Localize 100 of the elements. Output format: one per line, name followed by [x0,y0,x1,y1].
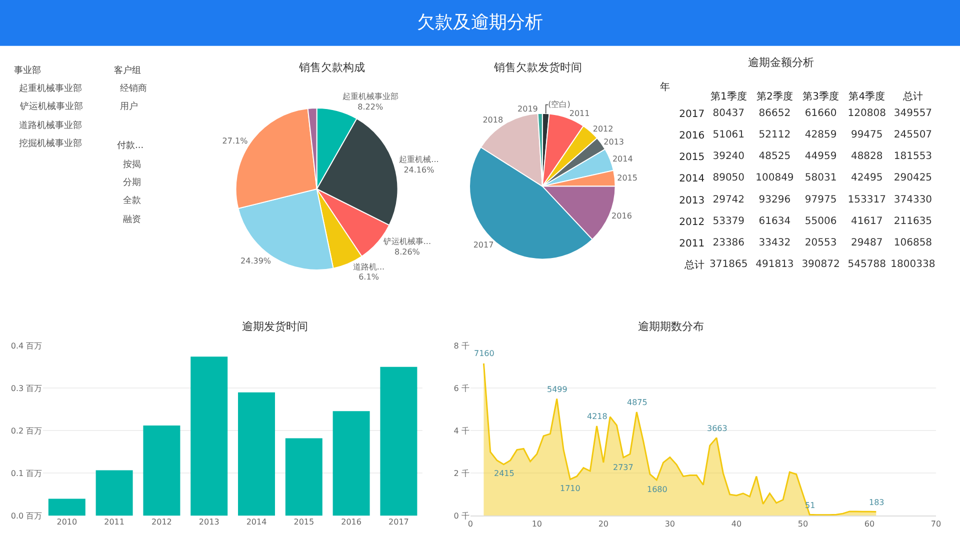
chart-title: 逾期发货时间 [242,320,308,333]
y-tick-label: 0.0 百万 [10,512,42,520]
data-label: 58031 [804,172,837,184]
category-label: 分期 [123,177,141,188]
chart-title: 逾期期数分布 [638,320,704,333]
data-label: 349557 [894,108,932,119]
x-tick-label: 30 [664,519,676,528]
chart-title: 销售欠款发货时间 [493,61,582,74]
x-tick-label: 2014 [246,518,267,527]
slice-label: 2017 [473,240,494,250]
x-tick-label: 第2季度 [756,90,793,103]
bar [190,356,228,516]
slice-label: 2012 [592,124,614,134]
data-label: 61660 [804,108,837,119]
x-tick-label: 10 [532,519,542,528]
x-tick-label: 40 [731,519,742,528]
slice-label: 2016 [612,211,632,220]
x-tick-label: 60 [864,519,875,528]
y-tick-label: 2013 [679,195,705,206]
x-tick-label: 2016 [341,518,362,527]
category-label: 起重机械事业部 [19,83,82,94]
data-label: 181553 [894,151,932,162]
data-label: 48828 [850,151,883,162]
y-tick-label: 2 千 [454,468,470,478]
data-label: 61634 [758,216,791,227]
category-label: 全款 [123,195,141,206]
x-tick-label: 70 [930,519,942,528]
y-tick-label: 2012 [679,216,705,228]
x-tick-label: 总计 [902,90,923,103]
data-label: 27.1% [222,136,248,146]
y-tick-label: 2017 [679,108,705,120]
data-label: 8.22% [358,102,384,112]
y-tick-label: 0.2 百万 [10,426,42,436]
data-label: 120808 [848,108,886,119]
data-label: 52112 [758,130,791,140]
data-label: 48525 [758,151,791,162]
annotation: 1680 [647,485,668,494]
y-tick-label: 8 千 [454,341,470,350]
y-tick-label: 2014 [679,174,705,185]
slice-label: 2015 [617,174,638,183]
annotation: 4875 [627,398,648,407]
bar [380,366,418,516]
category-label: 用户 [120,101,138,112]
data-label: 211635 [894,216,932,227]
annotation: 1710 [560,484,580,493]
category-label: 按揭 [123,159,141,170]
x-tick-label: 第4季度 [848,90,886,103]
x-tick-label: 2013 [198,518,220,527]
data-label: 97975 [804,194,837,206]
data-label: 245507 [894,130,932,140]
x-tick-label: 50 [798,519,808,528]
text: 欠款及逾期分析 [417,12,543,33]
y-tick-label: 0.4 百万 [10,341,42,350]
data-label: 371865 [710,259,748,270]
text: 客户组 [114,65,141,76]
data-label: 100849 [756,172,794,184]
data-label: 99475 [850,130,883,140]
data-label: 545788 [848,259,886,270]
data-label: 39240 [712,151,745,162]
bar [143,426,180,516]
category-label: 铲运机械事业部 [19,101,83,112]
slice-label: 2014 [612,154,633,164]
slice-label: 2018 [482,116,504,125]
bar [238,392,275,516]
slice-label: 2013 [604,137,624,146]
y-tick-label: 0.1 百万 [10,468,42,478]
data-label: 51061 [712,130,745,140]
slice-label: (空白) [548,100,570,110]
data-label: 290425 [894,172,932,184]
data-label: 153317 [848,194,886,206]
data-label: 1800338 [890,259,936,270]
y-axis-title: 年 [660,81,670,93]
data-label: 6.1% [358,272,380,282]
data-label: 86652 [758,108,791,119]
annotation: 4218 [587,412,608,421]
data-label: 41617 [850,216,883,227]
bar [48,498,86,516]
data-label: 80437 [712,108,745,119]
y-tick-label: 2015 [679,152,705,164]
category-label: 融资 [123,214,141,225]
slice-label: 起重机械事业部 [342,92,398,101]
annotation: 7160 [474,349,494,358]
data-label: 89050 [712,172,745,184]
data-label: 24.16% [404,165,435,174]
text: 付款... [117,140,144,151]
data-label: 20553 [804,238,837,248]
slice-label: 铲运机械事... [382,237,432,246]
data-label: 42495 [850,172,883,184]
data-label: 29742 [712,194,745,206]
data-label: 44959 [804,151,837,162]
chart-title: 逾期金额分析 [748,56,814,69]
data-label: 33432 [758,238,791,248]
y-tick-label: 6 千 [454,384,470,393]
x-tick-label: 0 [468,519,473,528]
slice-label: 起重机械... [399,154,439,164]
bar [285,438,322,516]
y-tick-label: 4 千 [454,426,470,436]
data-label: 374330 [894,194,932,206]
annotation: 5499 [547,385,568,394]
data-label: 42859 [804,130,837,140]
